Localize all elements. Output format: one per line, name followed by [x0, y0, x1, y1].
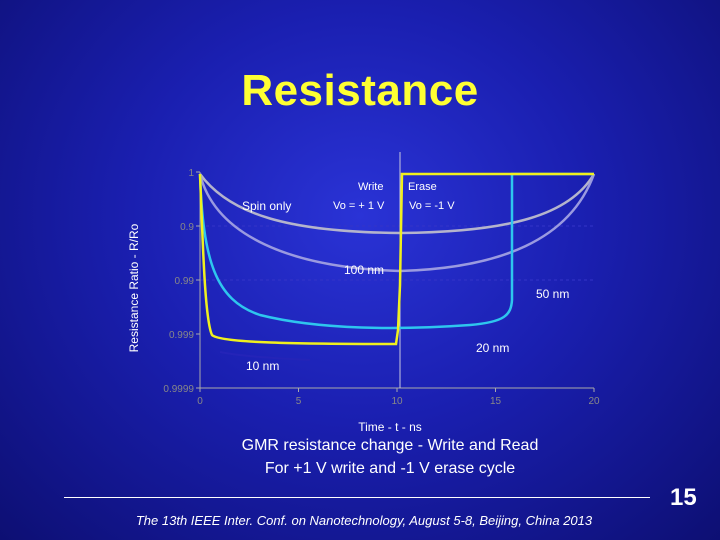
x-tick-label: 5	[296, 396, 302, 407]
annotation-erase-voltage: Vo = -1 V	[409, 200, 455, 212]
annotation-erase: Erase	[408, 181, 437, 193]
footer-text: The 13th IEEE Inter. Conf. on Nanotechno…	[135, 513, 593, 528]
x-tick-label: 15	[490, 396, 502, 407]
y-tick-label: 0.99	[175, 276, 195, 287]
caption-line-2: For +1 V write and -1 V erase cycle	[264, 460, 516, 477]
x-tick-label: 10	[391, 396, 403, 407]
20nm-curve	[198, 172, 594, 346]
series-label-20nm: 20 nm	[476, 341, 509, 355]
series-label-50nm: 50 nm	[536, 287, 569, 301]
annotation-write: Write	[358, 181, 383, 193]
caption-line-1: GMR resistance change - Write and Read	[241, 437, 539, 454]
series-label-100nm: 100 nm	[344, 263, 384, 277]
y-tick-label: 0.999	[169, 330, 194, 341]
slide-title: Resistance	[241, 66, 479, 115]
y-tick-label: 1	[188, 168, 194, 179]
slide-number: 15	[670, 484, 697, 511]
y-tick-label: 0.9999	[163, 384, 194, 395]
x-tick-label: 0	[197, 396, 203, 407]
100nm-curve	[198, 173, 596, 273]
y-tick-label: 0.9	[180, 222, 194, 233]
series-label-10nm: 10 nm	[246, 359, 279, 373]
annotation-write-voltage: Vo = + 1 V	[333, 200, 385, 212]
annotation-spin-only: Spin only	[242, 199, 291, 213]
x-axis-label: Time - t - ns	[358, 420, 422, 434]
10nm-curve	[219, 351, 311, 361]
50nm-curve	[198, 172, 594, 330]
y-axis-label: Resistance Ratio - R/Ro	[127, 223, 141, 352]
footer-divider	[64, 497, 650, 498]
x-tick-label: 20	[588, 396, 600, 407]
